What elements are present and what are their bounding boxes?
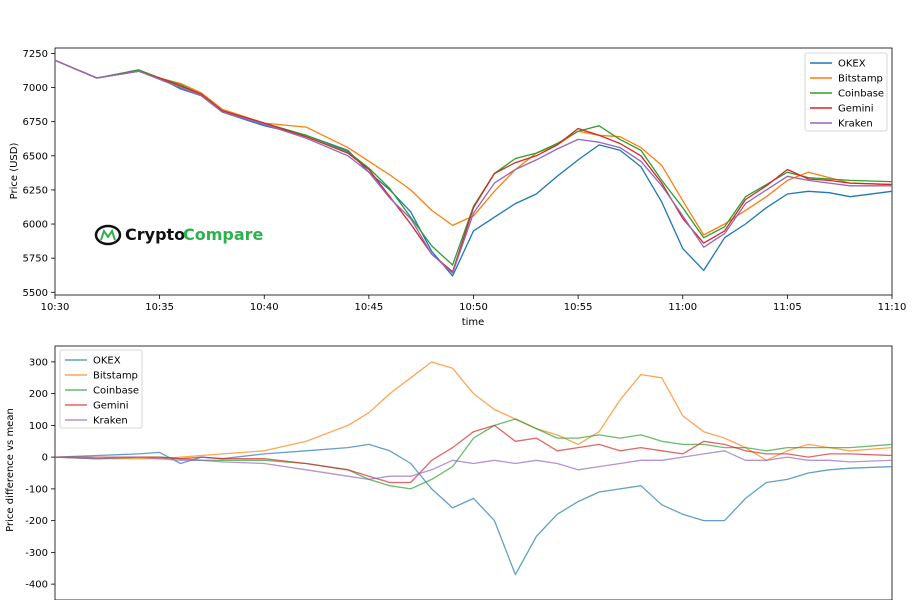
price-x-tick-label: 10:40: [250, 302, 279, 313]
price-x-tick-label: 10:45: [354, 302, 383, 313]
cryptocompare-logo-icon: [94, 224, 122, 246]
price-y-tick-label: 6750: [23, 117, 48, 128]
cryptocompare-logo: Crypto Compare: [94, 224, 264, 246]
difference-y-tick-label: 0: [42, 453, 48, 464]
price-x-tick-label: 10:35: [145, 302, 174, 313]
price-legend-label-gemini: Gemini: [838, 104, 874, 115]
difference-y-tick-label: -400: [25, 580, 48, 591]
price-x-axis: 10:30 10:35 10:40 10:45 10:50 10:55 11:00 11:05…: [41, 295, 907, 313]
difference-line-gemini: [55, 424, 893, 484]
price-y-axis: 5500 5750 6000 6250 6500 6750 7000 7250: [23, 49, 55, 299]
difference-legend-label-okex: OKEX: [93, 356, 121, 367]
difference-legend-label-gemini: Gemini: [93, 401, 129, 412]
cryptocompare-logo-mark: [100, 228, 116, 241]
price-y-tick-label: 6000: [23, 220, 48, 231]
price-line-kraken: [54, 59, 892, 274]
price-y-tick-label: 5500: [23, 288, 48, 299]
price-line-gemini: [54, 59, 893, 273]
price-legend-label-coinbase: Coinbase: [838, 89, 884, 100]
price-x-tick-label: 11:05: [773, 302, 802, 313]
difference-line-coinbase: [54, 418, 893, 490]
price-x-tick-label: 10:30: [41, 302, 70, 313]
difference-series-group: [54, 361, 893, 576]
price-y-tick-label: 6500: [23, 151, 48, 162]
price-series-group: [54, 59, 893, 277]
price-y-tick-label: 6250: [23, 185, 48, 196]
difference-y-tick-label: 200: [29, 389, 48, 400]
cryptocompare-logo-text-crypto: Crypto: [125, 225, 185, 244]
cryptocompare-logo-text-compare: Compare: [183, 225, 264, 244]
difference-y-tick-label: 300: [29, 357, 48, 368]
price-legend-label-kraken: Kraken: [838, 119, 873, 130]
price-y-tick-label: 7000: [23, 83, 48, 94]
price-legend-label-okex: OKEX: [838, 59, 866, 70]
difference-legend: OKEX Bitstamp Coinbase Gemini Kraken: [59, 349, 143, 429]
difference-y-tick-label: -100: [25, 484, 48, 495]
price-x-tick-label: 10:55: [564, 302, 593, 313]
price-y-axis-label: Price (USD): [9, 143, 20, 200]
price-y-tick-label: 7250: [23, 49, 48, 60]
difference-y-axis: 300 200 100 0 -100 -200 -300 -400: [25, 357, 55, 591]
difference-chart-frame: [54, 345, 893, 600]
difference-y-tick-label: -200: [25, 516, 48, 527]
price-legend-box: [804, 52, 888, 132]
difference-line-kraken: [54, 450, 893, 481]
price-x-tick-label: 11:10: [878, 302, 907, 313]
difference-line-bitstamp: [54, 361, 893, 461]
difference-legend-label-bitstamp: Bitstamp: [93, 371, 138, 382]
price-x-tick-label: 11:00: [668, 302, 697, 313]
price-x-axis-label: time: [462, 317, 485, 328]
price-y-tick-label: 5750: [23, 254, 48, 265]
difference-y-tick-label: -300: [25, 548, 48, 559]
price-legend: OKEX Bitstamp Coinbase Gemini Kraken: [804, 52, 888, 132]
difference-y-axis-label: Price difference vs mean: [5, 408, 16, 532]
difference-legend-label-kraken: Kraken: [93, 416, 128, 427]
price-x-tick-label: 10:50: [459, 302, 488, 313]
difference-legend-label-coinbase: Coinbase: [93, 386, 139, 397]
difference-legend-box: [59, 349, 143, 429]
difference-y-tick-label: 100: [29, 421, 48, 432]
price-legend-label-bitstamp: Bitstamp: [838, 74, 883, 85]
